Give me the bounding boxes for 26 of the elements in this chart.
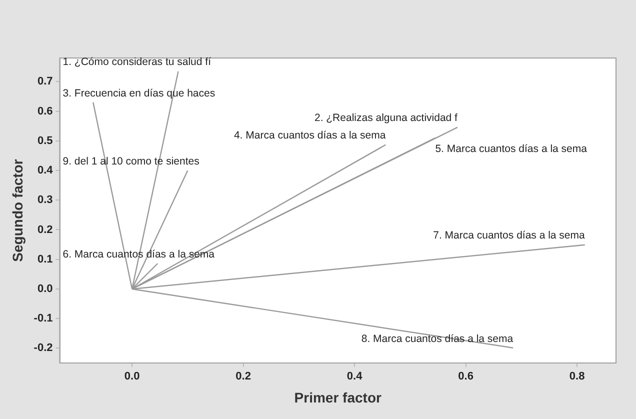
series-label: 2. ¿Realizas alguna actividad f: [314, 112, 458, 124]
y-tick-label: 0.0: [37, 283, 53, 295]
y-tick-label: 0.4: [37, 164, 54, 177]
y-tick-label: 0.6: [37, 105, 53, 118]
y-tick-label: 0.2: [37, 224, 53, 236]
y-tick-label: -0.1: [34, 312, 53, 325]
text: 3. Frecuencia en días que haces: [62, 87, 216, 100]
x-tick-label: 0.0: [124, 370, 140, 383]
x-tick-label: 0.6: [458, 370, 474, 383]
series-label: 8. Marca cuantos días a la sema: [361, 332, 514, 345]
y-axis-title: Segundo factor: [9, 158, 26, 262]
y-tick-label: 0.1: [37, 253, 53, 266]
y-tick-label: 0.5: [37, 134, 53, 147]
series-label: 9. del 1 al 10 como te sientes: [62, 155, 200, 168]
series-label: 6. Marca cuantos días a la sema: [62, 248, 215, 260]
x-tick-label: 0.8: [569, 370, 585, 383]
series-label: 5. Marca cuantos días a la sema: [435, 142, 588, 155]
y-tick-label: -0.2: [34, 342, 53, 354]
x-tick-label: 0.4: [346, 370, 364, 383]
series-label: 7. Marca cuantos días a la sema: [433, 230, 586, 242]
x-axis-title: Primer factor: [294, 389, 382, 406]
y-tick-label: 0.3: [37, 194, 53, 206]
x-tick-label: 0.2: [236, 370, 251, 383]
text: 1. ¿Cómo consideras tu salud fí: [62, 56, 212, 68]
series-label: 4. Marca cuantos días a la sema: [234, 130, 386, 142]
y-tick-label: 0.7: [37, 76, 53, 88]
